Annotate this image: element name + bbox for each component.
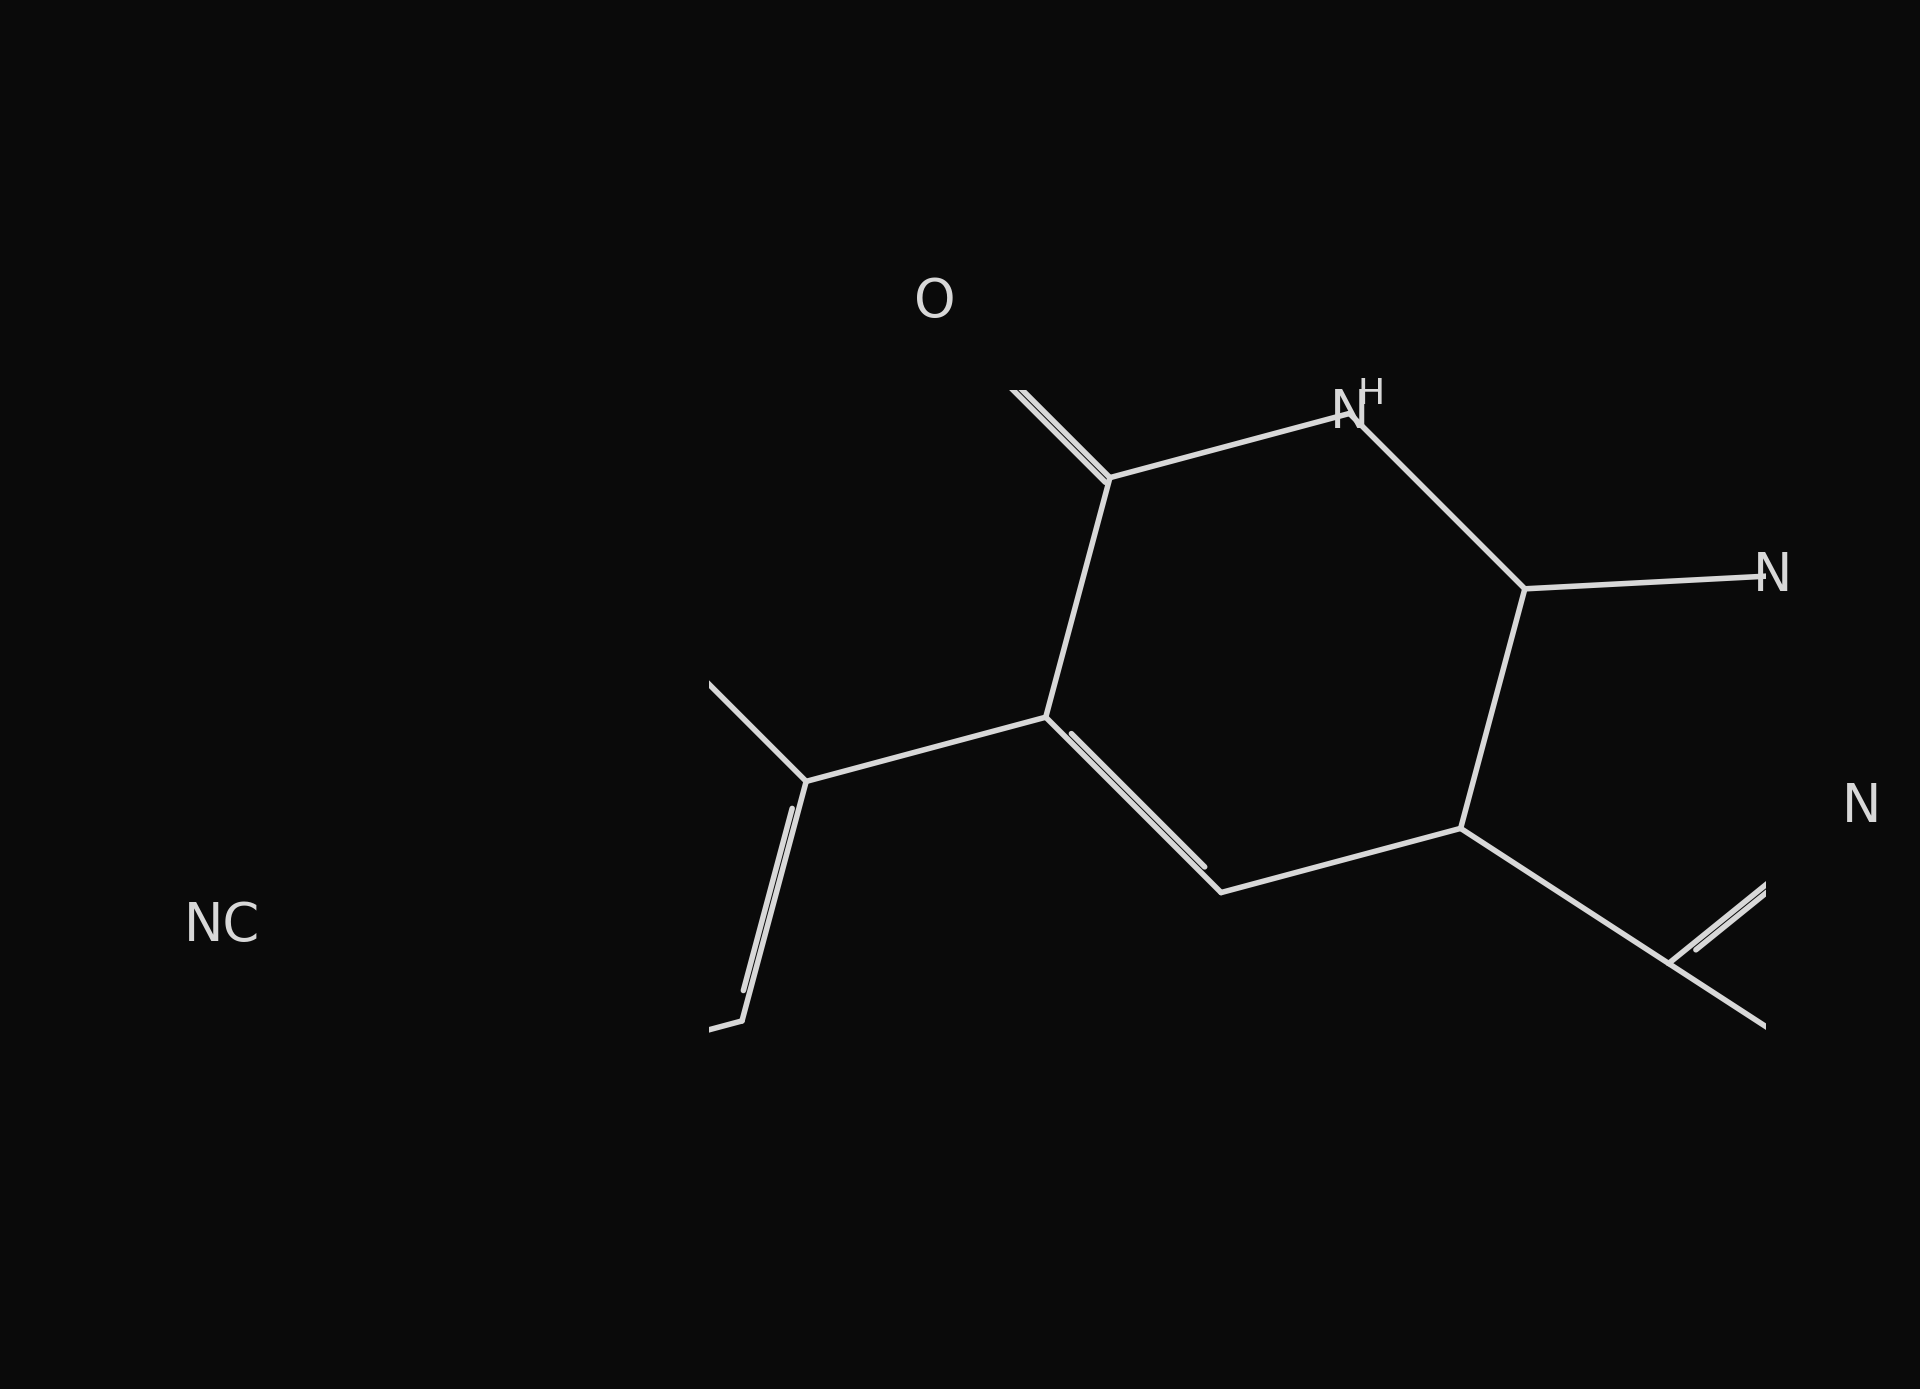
Text: NC: NC [184,900,259,951]
Text: N: N [1331,388,1369,439]
Text: H: H [1357,378,1384,411]
Text: O: O [914,276,956,328]
Text: N: N [1841,782,1882,833]
Text: N: N [1753,550,1791,601]
